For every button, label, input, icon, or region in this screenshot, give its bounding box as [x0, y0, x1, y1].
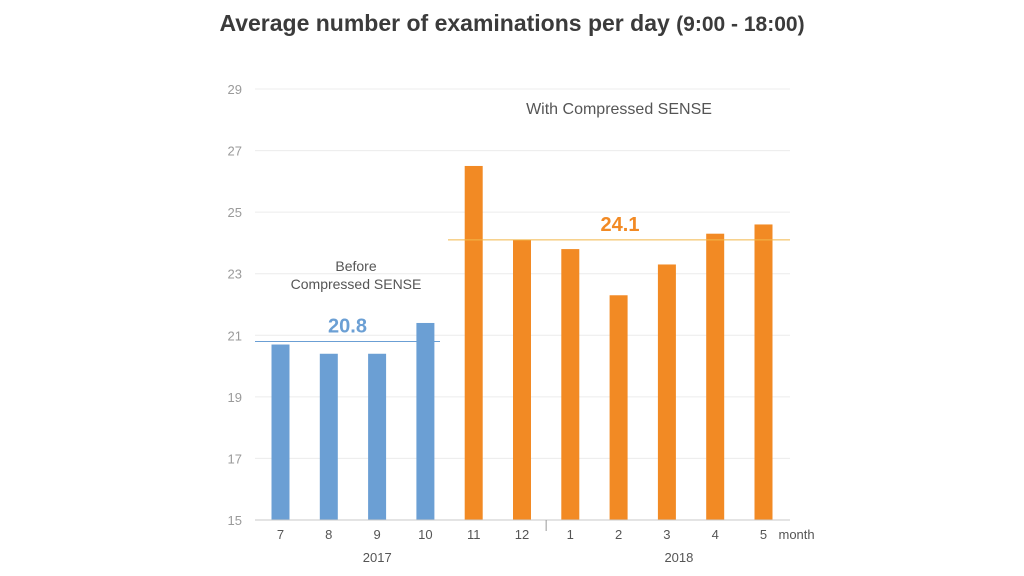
x-tick-label: 4 — [712, 527, 719, 542]
x-tick-label: 3 — [663, 527, 670, 542]
x-axis-label: month — [779, 527, 815, 542]
y-tick-label: 19 — [228, 390, 242, 405]
average-label-after: 24.1 — [601, 214, 640, 236]
year-label-2017: 2017 — [363, 550, 392, 565]
bar — [416, 322, 435, 520]
bars — [271, 165, 773, 521]
bar — [271, 344, 290, 520]
x-tick-label: 7 — [277, 527, 284, 542]
bar — [657, 264, 676, 520]
x-axis-ticks: 7 8 9 10 11 12 1 2 3 4 5 — [277, 527, 767, 542]
before-annotation-line2: Compressed SENSE — [291, 276, 422, 292]
year-label-2018: 2018 — [664, 550, 693, 565]
after-annotation: With Compressed SENSE — [526, 101, 712, 118]
x-tick-label: 5 — [760, 527, 767, 542]
x-tick-label: 12 — [515, 527, 529, 542]
average-lines: 20.8 24.1 — [255, 214, 790, 342]
x-tick-label: 9 — [373, 527, 380, 542]
y-tick-label: 21 — [228, 328, 242, 343]
chart-title: Average number of examinations per day (… — [0, 10, 1024, 37]
bar — [513, 239, 531, 520]
x-tick-label: 11 — [467, 527, 481, 542]
bar — [319, 353, 338, 520]
before-annotation-line1: Before — [335, 258, 376, 274]
x-tick-label: 2 — [615, 527, 622, 542]
y-tick-label: 25 — [228, 205, 242, 220]
bar — [561, 249, 580, 521]
x-tick-label: 1 — [567, 527, 574, 542]
chart-title-main: Average number of examinations per day — [219, 10, 670, 36]
bar — [609, 295, 628, 520]
y-tick-label: 27 — [228, 144, 242, 159]
y-tick-label: 29 — [228, 82, 242, 97]
chart-title-suffix: (9:00 - 18:00) — [676, 13, 805, 36]
x-tick-label: 8 — [325, 527, 332, 542]
y-tick-label: 23 — [228, 267, 242, 282]
average-label-before: 20.8 — [328, 315, 367, 337]
bar — [706, 233, 725, 520]
bar — [754, 224, 773, 520]
x-tick-label: 10 — [418, 527, 432, 542]
y-tick-label: 15 — [228, 513, 242, 528]
y-tick-label: 17 — [228, 451, 242, 466]
y-axis-ticks: 15 17 19 21 23 25 27 29 — [228, 82, 242, 528]
bar — [368, 353, 387, 520]
bar — [464, 165, 483, 520]
